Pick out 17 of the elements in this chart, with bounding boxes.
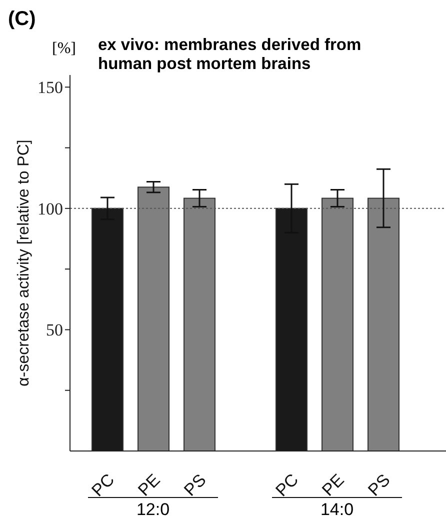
bar <box>322 198 354 451</box>
group-bracket: 14:0 <box>272 497 402 520</box>
y-tick-label: 50 <box>46 320 63 340</box>
x-tick-label: PS <box>180 470 210 500</box>
x-tick-label: PS <box>364 470 394 500</box>
x-tick-label: PE <box>134 470 164 500</box>
bar <box>368 198 400 451</box>
bar <box>138 186 170 451</box>
y-tick-label: 100 <box>38 199 63 218</box>
chart-title: ex vivo: membranes derived from human post mortem brains <box>98 36 362 74</box>
y-tick-label: 150 <box>38 78 63 98</box>
text: (C) <box>8 8 36 31</box>
x-tick-label: PE <box>318 470 348 500</box>
y-axis-title: α-secretase activity [relative to PC] <box>16 140 32 386</box>
group-bracket: 12:0 <box>88 497 218 520</box>
bar <box>184 198 216 451</box>
text: [%] <box>52 40 76 58</box>
